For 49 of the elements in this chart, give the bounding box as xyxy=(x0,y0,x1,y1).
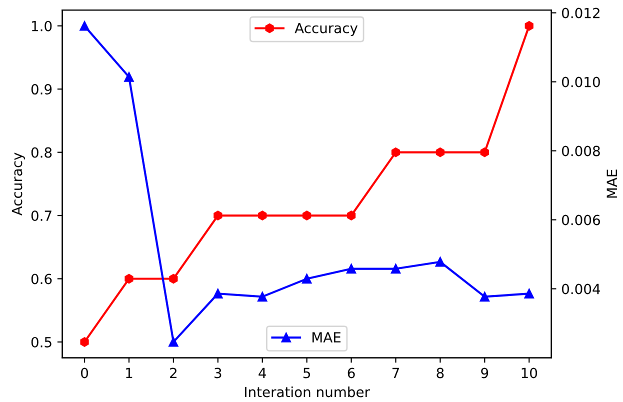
x-tick-label: 9 xyxy=(481,368,488,378)
point xyxy=(80,337,89,347)
point xyxy=(346,264,356,274)
point xyxy=(524,288,534,298)
point xyxy=(214,210,222,220)
point xyxy=(302,210,312,220)
x-tick-label: 5 xyxy=(303,368,310,378)
point xyxy=(480,147,489,158)
y2-tick-label: 0.012 xyxy=(562,8,600,18)
point xyxy=(390,264,401,274)
y2-tick-label: 0.010 xyxy=(562,76,600,88)
y-tick-label: 0.5 xyxy=(31,336,52,348)
x-tick-label: 2 xyxy=(170,368,176,378)
point xyxy=(80,21,90,31)
y2-axis-title: MAE xyxy=(606,170,617,198)
point xyxy=(169,274,178,284)
point xyxy=(258,210,267,220)
point xyxy=(168,337,178,347)
y-tick-label: 0.7 xyxy=(31,210,52,221)
y2-tick-label: 0.008 xyxy=(562,146,600,156)
point xyxy=(302,274,312,284)
x-tick-label: 1 xyxy=(126,368,132,378)
point xyxy=(124,72,134,82)
x-tick-label: 3 xyxy=(214,368,222,378)
point xyxy=(124,274,134,284)
y-tick-label: 0.8 xyxy=(31,147,52,158)
x-tick-label: 4 xyxy=(258,368,266,378)
y-tick-label: 0.6 xyxy=(31,274,52,284)
point xyxy=(213,288,223,298)
y-tick-label: 0.9 xyxy=(31,84,52,95)
point xyxy=(480,292,490,302)
legend-label: MAE xyxy=(312,332,341,342)
point xyxy=(391,147,400,158)
y-tick-label: 1.0 xyxy=(32,20,52,32)
x-tick-label: 8 xyxy=(436,368,444,378)
y-axis-title: Accuracy xyxy=(12,152,25,216)
point xyxy=(436,147,445,158)
point xyxy=(524,20,534,31)
y2-tick-label: 0.004 xyxy=(562,284,600,294)
y2-tick-label: 0.006 xyxy=(562,214,600,226)
x-tick-label: 0 xyxy=(81,368,88,378)
point xyxy=(346,210,356,220)
point xyxy=(435,257,446,267)
x-axis-title: Interation number xyxy=(245,386,370,398)
x-tick-label: 6 xyxy=(348,368,355,378)
point xyxy=(258,292,268,302)
legend-label: Accuracy xyxy=(294,22,358,36)
x-tick-label: 7 xyxy=(392,368,399,378)
x-tick-label: 10 xyxy=(522,368,538,378)
